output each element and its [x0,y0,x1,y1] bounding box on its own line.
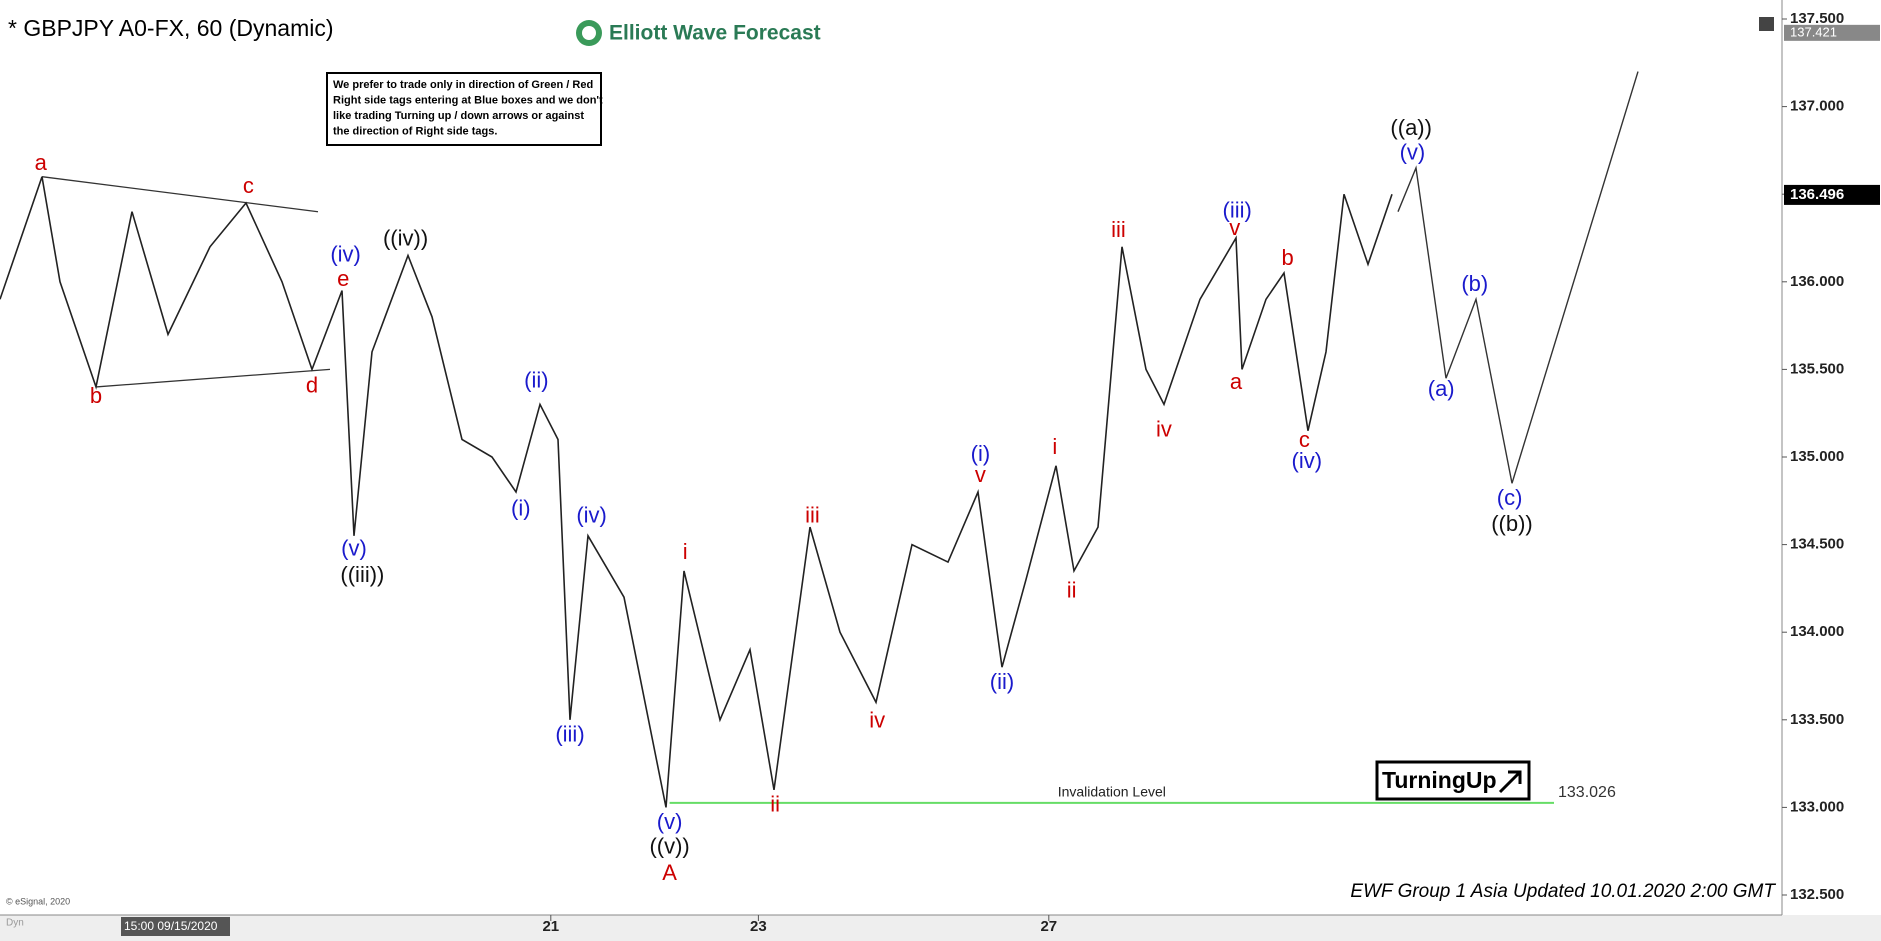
top-price-box [1784,24,1880,41]
signal-box [1375,760,1531,801]
wave-label: iv [869,707,885,732]
wave-label: iii [805,502,820,527]
wave-label: (i) [511,495,531,520]
note-box [326,72,602,146]
wave-label: ii [1067,578,1077,603]
invalidation-value: 133.026 [1558,784,1616,801]
wave-label: ((v)) [649,834,689,859]
wave-label: ii [770,791,780,816]
note-line: the direction of Right side tags. [333,125,497,137]
signal-arrow [1498,770,1522,794]
cursor-box [121,917,230,936]
note-line: like trading Turning up / down arrows or… [333,110,584,122]
wave-label: ((iii)) [340,562,384,587]
y-tick-label: 137.500 [1790,10,1844,27]
x-tick-label: 27 [1040,918,1057,935]
y-tick-label: 134.500 [1790,536,1844,553]
wave-label: iii [1111,217,1126,242]
chart-title: * GBPJPY A0-FX, 60 (Dynamic) [8,15,334,41]
wave-label: v [1229,215,1240,240]
trendline [95,368,331,388]
note: We prefer to trade only in direction of … [333,79,603,138]
y-tick-label: 133.000 [1790,798,1844,815]
y-tick-label: 133.500 [1790,711,1844,728]
wave-label: A [662,860,677,885]
y-tick-label: 137.000 [1790,98,1844,115]
wave-label: ((a)) [1390,115,1432,140]
wave-label: (iv) [576,502,607,527]
trendline [41,176,319,213]
wave-label: (ii) [524,367,548,392]
copyright: © eSignal, 2020 [6,896,70,906]
corner-label: Dyn [6,918,24,929]
y-tick-label: 132.500 [1790,886,1844,903]
logo-icon-inner [582,26,596,40]
wave-label: (b) [1461,271,1488,296]
y-tick-label: 135.500 [1790,360,1844,377]
invalidation-label: Invalidation Level [1058,784,1166,800]
wave-label: (a) [1428,376,1455,401]
brand: Elliott Wave Forecast [609,22,821,45]
last-price-box [1784,184,1880,205]
x-tick-label: 23 [750,918,767,935]
wave-label: ((b)) [1491,511,1533,536]
wave-label: a [35,150,48,175]
time-axis-band [0,915,1881,941]
wave-label: (v) [1400,140,1426,165]
y-tick-label: 134.000 [1790,623,1844,640]
last-price-label: 136.496 [1790,186,1844,203]
wave-label: iv [1156,417,1172,442]
wave-label: b [90,383,102,408]
cursor-label: 15:00 09/15/2020 [124,919,218,933]
signal-text: TurningUp [1382,767,1497,793]
wave-label: i [683,539,688,564]
wave-label: (iii) [555,721,584,746]
corner-button[interactable] [1759,17,1774,31]
wave-label: (v) [341,536,367,561]
wave-label: (iv) [330,241,361,266]
note-line: Right side tags entering at Blue boxes a… [333,94,603,106]
wave-label: i [1052,434,1057,459]
wave-label: b [1281,245,1293,270]
wave-label: d [306,373,318,398]
wave-label: (c) [1497,485,1523,510]
footer: EWF Group 1 Asia Updated 10.01.2020 2:00… [1350,881,1776,902]
top-price-label: 137.421 [1790,24,1837,39]
wave-label: (ii) [990,669,1014,694]
wave-label: (v) [657,809,683,834]
wave-label: v [975,462,986,487]
price-line [0,176,1393,808]
x-tick-label: 21 [542,918,559,935]
y-tick-label: 135.000 [1790,448,1844,465]
y-tick-label: 136.000 [1790,273,1844,290]
note-line: We prefer to trade only in direction of … [333,79,593,91]
wave-label: (i) [971,441,991,466]
wave-label: a [1230,369,1243,394]
wave-label: c [243,173,254,198]
wave-label: (iv) [1292,448,1323,473]
wave-label: (iii) [1223,198,1252,223]
projection-line [1397,71,1639,484]
wave-label: ((iv)) [383,226,428,251]
wave-label: e [337,266,349,291]
wave-label: c [1299,427,1310,452]
